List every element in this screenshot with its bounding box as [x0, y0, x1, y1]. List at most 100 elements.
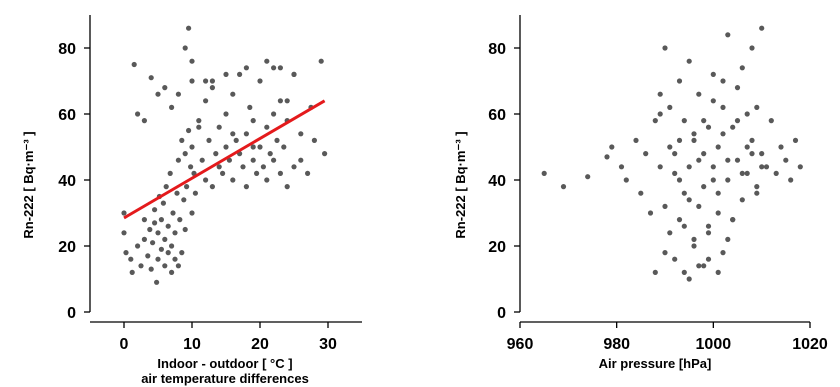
data-point [696, 91, 702, 97]
data-point [192, 190, 198, 196]
data-point [696, 203, 702, 209]
data-point [797, 164, 803, 170]
data-point [155, 256, 161, 262]
data-points-left [121, 25, 328, 285]
data-point [189, 144, 195, 150]
data-point [182, 226, 188, 233]
data-point [188, 164, 194, 170]
data-point [254, 170, 260, 176]
data-point [172, 256, 178, 262]
data-point [744, 111, 750, 117]
data-point [184, 184, 190, 190]
data-point [145, 253, 151, 259]
x-tick-label-left: 30 [319, 336, 337, 353]
data-point [123, 250, 129, 256]
data-point [754, 184, 760, 190]
data-point [710, 164, 716, 170]
data-point [162, 236, 168, 242]
data-point [154, 279, 160, 285]
data-point [681, 223, 687, 229]
data-point [148, 75, 154, 81]
data-point [701, 263, 707, 269]
data-point [705, 124, 712, 130]
data-point [250, 144, 256, 150]
data-point [167, 170, 173, 176]
data-point [754, 104, 760, 110]
data-point [177, 217, 183, 223]
data-point [657, 164, 663, 170]
data-point [298, 157, 304, 163]
data-point [691, 236, 697, 242]
data-point [710, 71, 716, 77]
data-point [715, 144, 721, 150]
data-point [203, 98, 209, 104]
data-point [322, 151, 328, 157]
data-point [560, 184, 567, 190]
data-point [257, 78, 263, 84]
data-point [311, 137, 317, 143]
y-axis-title-right: Rn-222 [ Bq·m⁻³ ] [453, 131, 468, 238]
data-point [759, 164, 765, 170]
data-point [277, 65, 283, 71]
data-point [240, 164, 246, 170]
data-point [291, 71, 297, 77]
data-point [170, 210, 176, 216]
data-point [686, 164, 692, 170]
data-point [152, 207, 158, 213]
data-point [672, 151, 678, 157]
data-point [701, 184, 707, 190]
data-point [691, 243, 697, 249]
data-point [223, 71, 229, 77]
data-point [250, 118, 256, 124]
data-point [686, 276, 692, 282]
data-point [725, 157, 731, 163]
data-point [129, 269, 135, 275]
data-point [209, 85, 215, 91]
y-axis-left: 0 20 40 60 80 [58, 15, 91, 322]
x-axis-left: 0 10 20 30 [90, 321, 362, 353]
data-point [686, 58, 692, 64]
data-point [609, 144, 615, 150]
y-tick-label-right: 80 [488, 41, 506, 58]
data-point [281, 144, 287, 150]
air-pressure-scatter: 0 20 40 60 80 960 980 1000 1020 Air pressure [h… [453, 15, 828, 371]
data-points-right [541, 25, 803, 282]
x-axis-title-left-line2: air temperature differences [141, 371, 309, 386]
data-point [128, 256, 134, 262]
data-point [763, 164, 770, 170]
data-point [676, 217, 683, 223]
data-point [179, 137, 185, 143]
data-point [754, 190, 760, 196]
data-point [647, 210, 654, 216]
y-axis-right: 0 20 40 60 80 [488, 15, 521, 322]
data-point [638, 190, 644, 196]
data-point [199, 157, 205, 163]
data-point [623, 177, 629, 183]
data-point [618, 164, 625, 170]
data-point [158, 217, 164, 223]
data-point [541, 170, 547, 176]
data-point [778, 144, 784, 150]
x-tick-label-left: 20 [251, 336, 269, 353]
data-point [135, 111, 141, 117]
data-point [715, 269, 721, 275]
data-point [739, 65, 745, 71]
data-point [759, 151, 765, 157]
data-point [189, 210, 195, 216]
regression-line [123, 99, 326, 220]
data-point [141, 217, 147, 223]
data-point [710, 177, 716, 183]
data-point [223, 144, 229, 150]
data-point [186, 127, 192, 134]
data-point [230, 91, 236, 97]
data-point [284, 98, 290, 104]
data-point [734, 157, 741, 163]
data-point [701, 151, 707, 157]
data-point [250, 157, 256, 163]
data-point [135, 243, 141, 249]
data-point [163, 184, 169, 190]
data-point [734, 118, 741, 124]
data-point [150, 240, 156, 246]
data-point [209, 78, 215, 84]
